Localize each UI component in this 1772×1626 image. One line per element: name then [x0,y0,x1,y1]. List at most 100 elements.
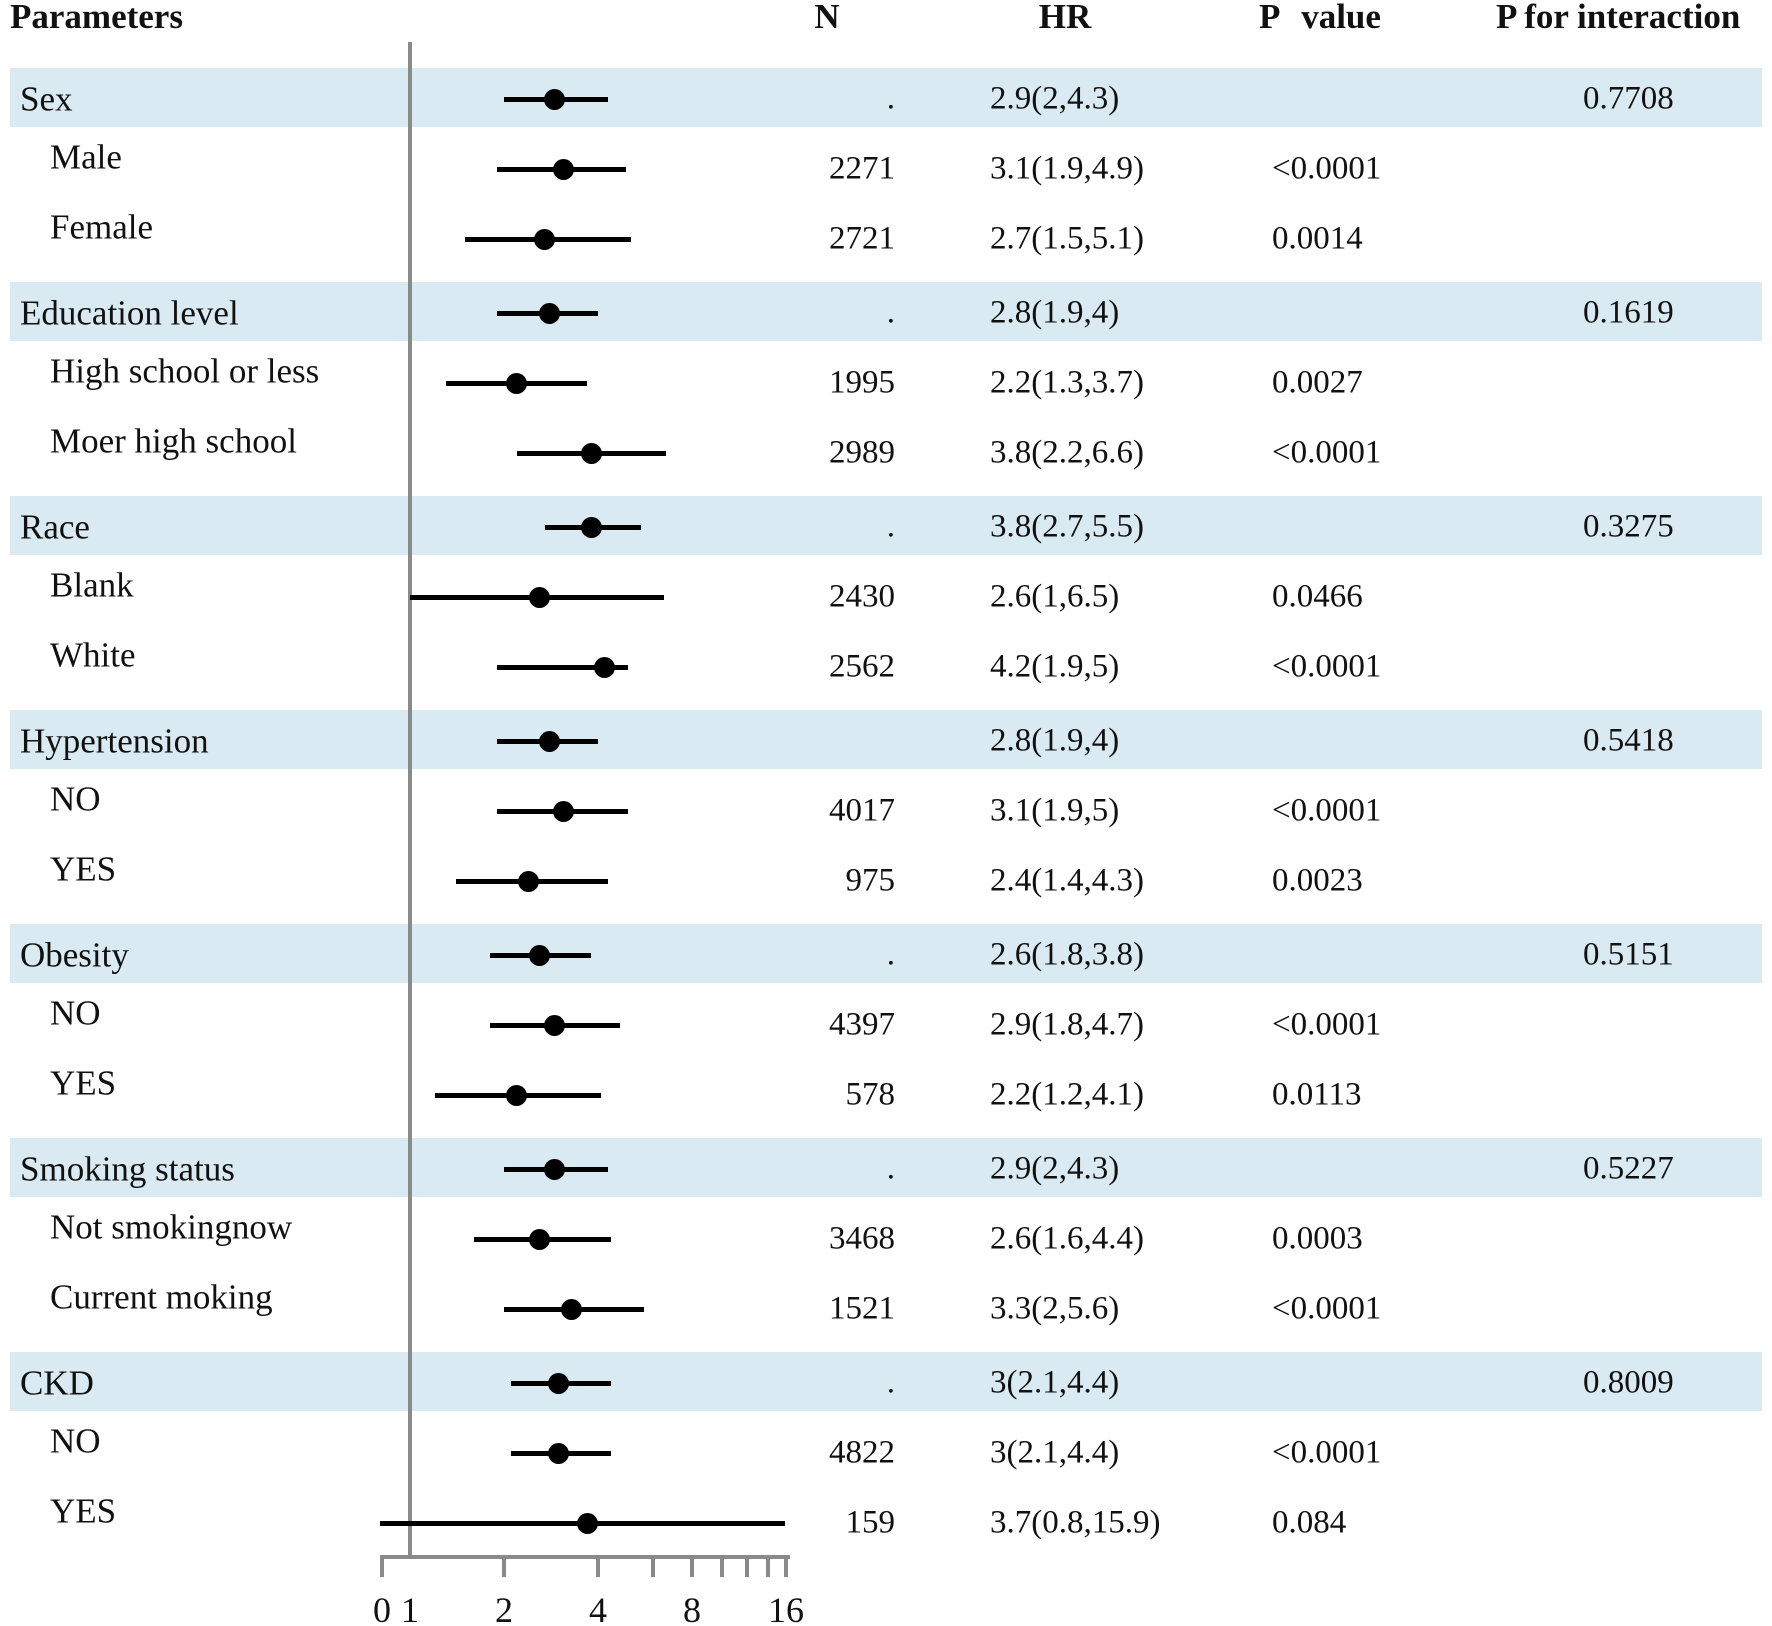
row-label: NO [50,1421,101,1461]
p-value: <0.0001 [1272,150,1382,187]
p-interaction-value: 0.7708 [1583,80,1674,117]
p-value: <0.0001 [1272,648,1382,685]
hr-value: 2.9(1.8,4.7) [990,1006,1144,1043]
hr-point [543,1014,565,1036]
n-value: 2989 [829,434,895,471]
x-axis-tick [650,1555,655,1577]
hr-value: 2.7(1.5,5.1) [990,220,1144,257]
n-value: . [886,80,895,117]
n-value: 4397 [829,1006,895,1043]
n-value: . [886,1150,895,1187]
x-axis-tick-label: 2 [495,1590,513,1626]
column-header-p-value: P value [1259,0,1381,36]
n-value: . [886,294,895,331]
row-label: NO [50,993,101,1033]
column-header-n: N [814,0,840,36]
column-header-parameters: Parameters [10,0,183,36]
hr-point [506,1084,528,1106]
n-value: 2562 [829,648,895,685]
highlight-band [10,68,1762,127]
row-label: High school or less [50,351,320,391]
hr-point [543,88,565,110]
row-label: Race [20,507,90,547]
row-label: CKD [20,1363,94,1403]
hr-value: 3.7(0.8,15.9) [990,1504,1161,1541]
highlight-band [10,282,1762,341]
ci-line [497,664,629,670]
n-value: 578 [845,1076,896,1113]
hr-value: 3.8(2.2,6.6) [990,434,1144,471]
highlight-band [10,1138,1762,1197]
hr-point [552,800,574,822]
n-value: 4822 [829,1434,895,1471]
hr-point [534,228,556,250]
p-interaction-value: 0.5418 [1583,722,1674,759]
p-value: <0.0001 [1272,1006,1382,1043]
hr-point [576,1512,598,1534]
n-value: 1521 [829,1290,895,1327]
p-value: <0.0001 [1272,1434,1382,1471]
hr-point [548,1372,570,1394]
x-axis-tick-label: 8 [683,1590,701,1626]
p-value: 0.0014 [1272,220,1363,257]
highlight-band [10,1352,1762,1411]
hr-point [539,302,561,324]
p-value: <0.0001 [1272,792,1382,829]
p-value: 0.0023 [1272,862,1363,899]
hr-value: 4.2(1.9,5) [990,648,1120,685]
column-header-hr: HR [1038,0,1092,36]
n-value: 2721 [829,220,895,257]
hr-value: 2.4(1.4,4.3) [990,862,1144,899]
x-axis-tick [596,1555,600,1577]
x-axis-tick [690,1555,694,1577]
n-value: 159 [845,1504,896,1541]
row-label: Female [50,207,154,247]
hr-value: 3.3(2,5.6) [990,1290,1120,1327]
x-axis-tick [720,1555,725,1577]
x-axis-tick-label: 16 [768,1590,804,1626]
hr-value: 3.1(1.9,5) [990,792,1120,829]
hr-point [539,730,561,752]
x-axis-tick [380,1555,384,1577]
hr-point [548,1442,570,1464]
hr-point [561,1298,583,1320]
row-label: Not smokingnow [50,1207,293,1247]
hr-point [529,944,551,966]
row-label: YES [50,849,117,889]
n-value: 975 [845,862,896,899]
hr-value: 3.1(1.9,4.9) [990,150,1144,187]
hr-value: 2.6(1,6.5) [990,578,1120,615]
hr-point [594,656,616,678]
x-axis-tick [502,1555,506,1577]
n-value: . [886,508,895,545]
x-axis-tick [765,1555,770,1577]
n-value: . [886,1364,895,1401]
row-label: Sex [20,79,73,119]
hr-value: 2.8(1.9,4) [990,294,1120,331]
reference-line [408,42,412,1559]
row-label: Hypertension [20,721,209,761]
hr-value: 2.6(1.6,4.4) [990,1220,1144,1257]
p-value: 0.0466 [1272,578,1363,615]
hr-value: 3.8(2.7,5.5) [990,508,1144,545]
row-label: YES [50,1491,117,1531]
x-axis-tick [744,1555,749,1577]
highlight-band [10,924,1762,983]
column-header-p-interaction: P for interaction [1496,0,1741,36]
hr-value: 2.2(1.3,3.7) [990,364,1144,401]
row-label: Smoking status [20,1149,235,1189]
p-interaction-value: 0.5151 [1583,936,1674,973]
p-interaction-value: 0.8009 [1583,1364,1674,1401]
n-value: . [886,936,895,973]
n-value: 2430 [829,578,895,615]
row-label: Male [50,137,122,177]
row-label: Current moking [50,1277,273,1317]
highlight-band [10,496,1762,555]
p-value: 0.084 [1272,1504,1347,1541]
hr-value: 2.6(1.8,3.8) [990,936,1144,973]
hr-point [580,516,602,538]
row-label: White [50,635,136,675]
hr-point [529,586,551,608]
hr-value: 3(2.1,4.4) [990,1364,1120,1401]
